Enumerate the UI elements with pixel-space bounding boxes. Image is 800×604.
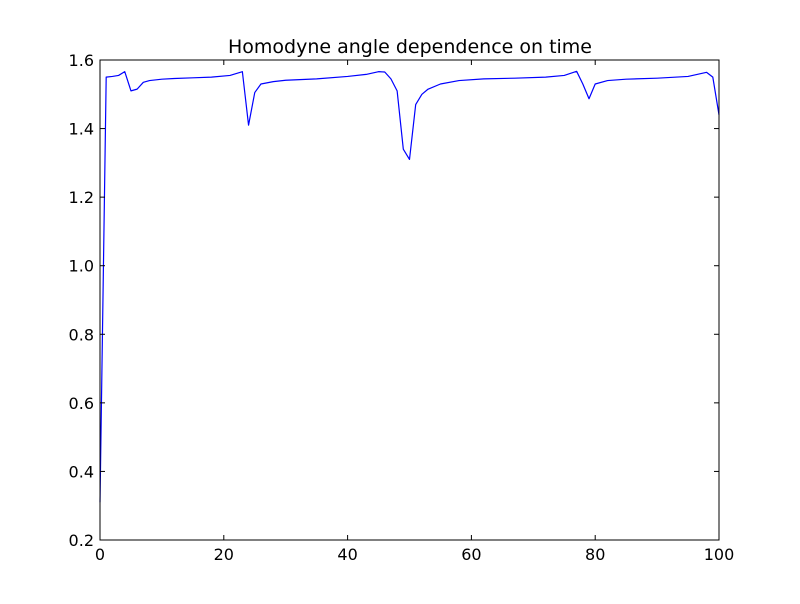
y-tick-label: 0.2 (69, 531, 94, 550)
y-tick-label: 0.6 (69, 394, 94, 413)
series-line-0 (99, 70, 720, 503)
x-tick-label: 100 (704, 545, 735, 564)
y-tick-label: 1.6 (69, 51, 94, 70)
y-tick-label: 1.2 (69, 188, 94, 207)
plot-area (99, 70, 720, 503)
x-tick-label: 0 (95, 545, 105, 564)
y-tick-label: 0.8 (69, 325, 94, 344)
y-tick-label: 1.4 (69, 120, 94, 139)
y-tick-label: 0.4 (69, 462, 94, 481)
plot-frame (99, 59, 720, 541)
y-tick-label: 1.0 (69, 257, 94, 276)
chart-title: Homodyne angle dependence on time (228, 36, 592, 58)
x-tick-label: 40 (337, 545, 357, 564)
x-tick-label: 20 (214, 545, 234, 564)
x-tick-label: 80 (585, 545, 605, 564)
axis-ticks: 0 20 40 60 80 100 0.2 0.4 0.6 0.8 1.0 1.2 1.4 1.6 (69, 51, 735, 564)
x-tick-label: 60 (461, 545, 481, 564)
